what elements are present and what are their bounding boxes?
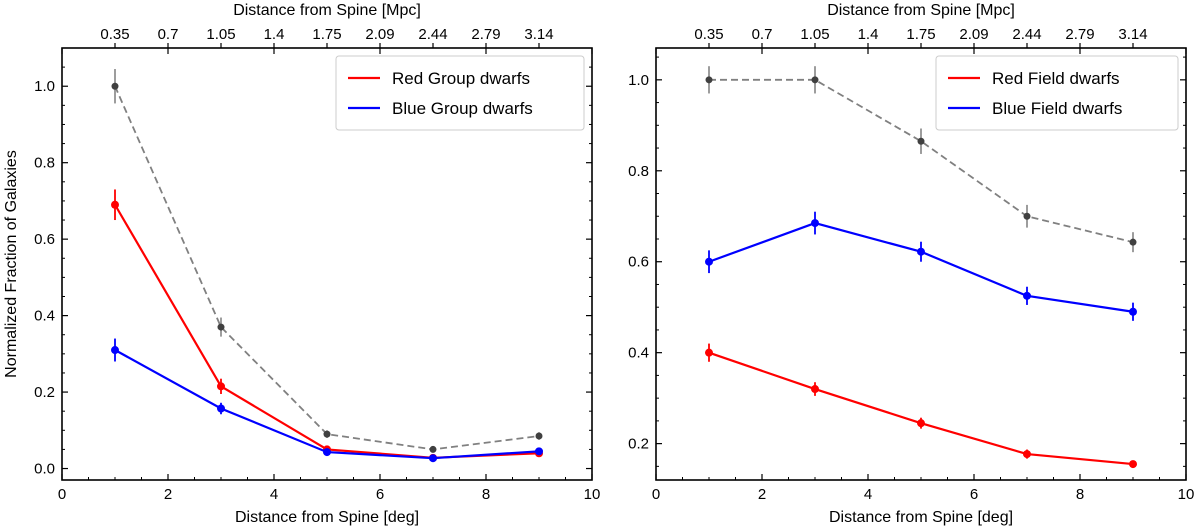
- top-tick-label: 2.09: [365, 26, 394, 43]
- top-tick-label: 1.4: [264, 26, 285, 43]
- data-point: [1023, 291, 1031, 300]
- top-tick-label: 2.09: [959, 26, 988, 43]
- series-line: [114, 349, 540, 460]
- y-tick-label: 0.6: [628, 254, 649, 271]
- data-point: [1023, 450, 1031, 459]
- y-tick-label: 0.8: [628, 163, 649, 180]
- legend-entry: Blue Field dwarfs: [992, 99, 1122, 118]
- data-point: [811, 385, 819, 394]
- data-point: [535, 432, 543, 440]
- data-point: [323, 448, 331, 457]
- x-axis-label: Distance from Spine [deg]: [829, 509, 1013, 526]
- y-axis-label: Normalized Fraction of Galaxies: [3, 150, 20, 378]
- top-tick-label: 2.79: [471, 26, 500, 43]
- top-tick-label: 1.75: [312, 26, 341, 43]
- top-axis-label: Distance from Spine [Mpc]: [233, 2, 421, 19]
- top-tick-label: 0.35: [694, 26, 723, 43]
- legend-entry: Blue Group dwarfs: [392, 99, 533, 118]
- top-tick-label: 0.7: [752, 26, 773, 43]
- legend-entry: Red Group dwarfs: [392, 69, 530, 88]
- x-tick-label: 10: [584, 486, 601, 503]
- y-tick-label: 0.2: [628, 436, 649, 453]
- data-point: [811, 76, 819, 84]
- series-line: [708, 351, 1134, 466]
- y-tick-label: 1.0: [628, 72, 649, 89]
- legend-box: [335, 55, 585, 131]
- legend-entry: Red Field dwarfs: [992, 69, 1120, 88]
- x-tick-label: 4: [864, 486, 872, 503]
- y-tick-label: 0.0: [34, 461, 55, 478]
- data-point: [217, 382, 225, 391]
- x-tick-label: 6: [376, 486, 384, 503]
- data-point: [917, 137, 925, 145]
- data-point: [1023, 212, 1031, 220]
- data-point: [429, 454, 437, 463]
- top-tick-label: 1.05: [206, 26, 235, 43]
- x-tick-label: 0: [58, 486, 66, 503]
- top-tick-label: 1.4: [858, 26, 879, 43]
- series-line: [114, 204, 540, 459]
- series-line: [708, 221, 1134, 313]
- x-tick-label: 0: [652, 486, 660, 503]
- data-point: [1129, 307, 1137, 316]
- data-point: [217, 404, 225, 413]
- data-point: [705, 348, 713, 357]
- data-point: [217, 323, 225, 331]
- data-point: [535, 447, 543, 456]
- x-tick-label: 8: [482, 486, 490, 503]
- top-tick-label: 0.7: [158, 26, 179, 43]
- y-tick-label: 0.4: [628, 345, 649, 362]
- x-tick-label: 2: [758, 486, 766, 503]
- top-tick-label: 1.75: [906, 26, 935, 43]
- data-point: [1129, 460, 1137, 469]
- y-tick-label: 0.4: [34, 308, 55, 325]
- data-point: [111, 346, 119, 355]
- data-point: [429, 445, 437, 453]
- top-tick-label: 2.79: [1065, 26, 1094, 43]
- data-point: [111, 200, 119, 209]
- data-point: [705, 76, 713, 84]
- x-tick-label: 10: [1178, 486, 1195, 503]
- top-tick-label: 1.05: [800, 26, 829, 43]
- top-tick-label: 0.35: [100, 26, 129, 43]
- x-tick-label: 8: [1076, 486, 1084, 503]
- data-point: [811, 219, 819, 228]
- series-line: [114, 85, 540, 451]
- top-tick-label: 3.14: [524, 26, 553, 43]
- x-tick-label: 6: [970, 486, 978, 503]
- panel-group-dwarfs: 0 2 4 6 8 10 0.35 0.7 1.05 1.4 1.75 2.09 2.44 2.79 3.1…: [3, 2, 600, 526]
- top-axis-label: Distance from Spine [Mpc]: [827, 2, 1015, 19]
- data-point: [917, 247, 925, 256]
- series-line: [709, 78, 1134, 244]
- x-tick-label: 4: [270, 486, 278, 503]
- y-tick-label: 0.6: [34, 231, 55, 248]
- data-point: [1129, 238, 1137, 246]
- data-point: [705, 257, 713, 266]
- data-point: [111, 82, 119, 90]
- y-tick-label: 1.0: [34, 78, 55, 95]
- top-tick-label: 3.14: [1118, 26, 1147, 43]
- y-tick-label: 0.8: [34, 155, 55, 172]
- y-tick-label: 0.2: [34, 384, 55, 401]
- top-tick-label: 2.44: [1012, 26, 1041, 43]
- data-point: [917, 419, 925, 428]
- top-tick-label: 2.44: [418, 26, 447, 43]
- x-axis-label: Distance from Spine [deg]: [235, 509, 419, 526]
- x-tick-label: 2: [164, 486, 172, 503]
- panel-field-dwarfs: 0 2 4 6 8 10 0.35 0.7 1.05 1.4 1.75 2.09 2.44 2.79 3.1…: [628, 2, 1194, 526]
- data-point: [323, 430, 331, 438]
- legend-box: [935, 55, 1179, 131]
